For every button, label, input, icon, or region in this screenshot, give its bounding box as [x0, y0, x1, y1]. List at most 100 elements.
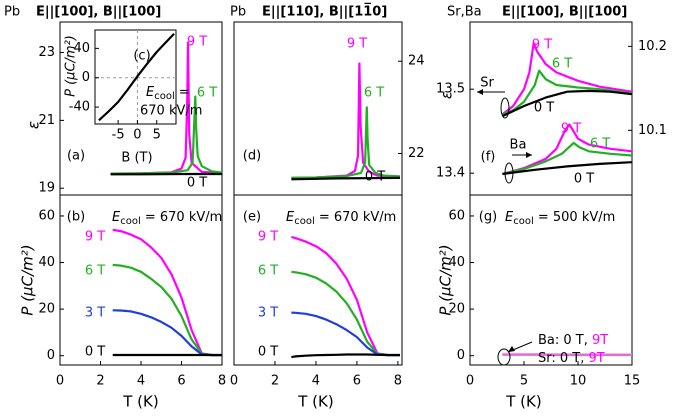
- panel: 0 20 40 60 0 5 10 15 (g) P (μC/m²) T (K) Ecool = 50…: [437, 194, 641, 411]
- y-tick-label: 40: [38, 255, 55, 270]
- curve-label: 0 T: [534, 101, 554, 116]
- y-axis-label: ε: [438, 91, 456, 99]
- panel: 0 20 40 60 0 2 4 6 8 (b) P (μC/m²) T (K) 9 T 6 T 3 T 0 …: [19, 194, 226, 411]
- data-curve: [98, 32, 175, 122]
- curve-label: 9 T: [258, 230, 278, 245]
- plot-frame: [233, 21, 403, 196]
- curve-label: 0 T: [85, 345, 105, 360]
- panel-label: (c): [133, 49, 150, 64]
- ecool-symbol: E: [286, 210, 295, 225]
- legend-highlight: 9T: [589, 351, 605, 366]
- ecool-text: = 670 kV/m: [141, 210, 223, 225]
- header-material: Pb: [230, 5, 246, 20]
- curve-label: 0 T: [258, 345, 278, 360]
- data-curve: [110, 95, 222, 175]
- plot-frame: [469, 194, 633, 366]
- y2-tick-label: 24: [408, 54, 425, 69]
- header-material: Sr,Ba: [447, 5, 482, 20]
- y-tick-label: -40: [69, 100, 90, 115]
- y-tick-label: 60: [38, 208, 55, 223]
- x-tick-label: 0: [466, 374, 474, 389]
- legend-label: Sr: 0 T,: [538, 351, 589, 366]
- y-tick-label: 13.4: [436, 166, 465, 181]
- group-marker: [500, 97, 510, 119]
- x-tick-label: 0: [230, 374, 238, 389]
- curve-label: 0 T: [187, 176, 207, 191]
- ecool-label: Ecool = 500 kV/m: [505, 210, 615, 228]
- y-axis-label: ε: [25, 121, 43, 129]
- curve-label: 6 T: [85, 264, 105, 279]
- header-field: E||[110], B||[11̅0]: [262, 4, 387, 19]
- arrow-head: [526, 152, 532, 158]
- ecool-text: =: [175, 85, 190, 100]
- arrow-head: [508, 346, 515, 352]
- y2-tick-label: 10.2: [638, 39, 667, 54]
- legend-label: Ba: 0 T,: [538, 333, 592, 348]
- ecool-subscript: cool: [154, 91, 175, 102]
- x-tick-label: 2: [271, 374, 279, 389]
- x-tick-label: 15: [624, 374, 641, 389]
- y-tick-label: 23: [38, 45, 55, 60]
- legend-highlight: 9T: [592, 333, 608, 348]
- header-material: Pb: [4, 5, 20, 20]
- y-tick-label: 13.5: [436, 82, 465, 97]
- group-label: Ba: [510, 138, 527, 153]
- plot-frame: [94, 29, 177, 125]
- header-field: E||[100], B||[100]: [36, 5, 161, 20]
- data-curve: [291, 176, 401, 181]
- x-tick-label: 4: [137, 374, 145, 389]
- x-axis-label: T (K): [505, 393, 541, 411]
- x-tick-label: 8: [394, 374, 402, 389]
- x-tick-label: 4: [312, 374, 320, 389]
- data-curve: [291, 353, 400, 359]
- ecool-label: Ecool = 670 kV/m: [112, 210, 222, 228]
- panel: 0 2 4 6 8 (e) T (K) 9 T 6 T 3 T 0 T Ecool = 670 kV/…: [230, 194, 403, 411]
- x-tick-label: 10: [570, 374, 587, 389]
- x-tick-label: -5: [112, 128, 125, 143]
- data-curve: [501, 41, 632, 116]
- data-curve: [502, 69, 632, 116]
- curve-label: 9 T: [85, 230, 105, 245]
- y-axis-label: P (μC/m²): [437, 244, 455, 315]
- panel-label: (b): [67, 210, 85, 225]
- panel-label: (a): [67, 149, 85, 164]
- group-label: Sr: [480, 76, 494, 91]
- legend-entry: Ba: 0 T, 9T: [538, 333, 608, 348]
- x-tick-label: 8: [218, 374, 226, 389]
- x-tick-label: 2: [96, 374, 104, 389]
- y-axis-label: P (μC/m²): [64, 35, 79, 97]
- ecool-subscript: cool: [294, 216, 315, 227]
- y-tick-label: 20: [448, 302, 465, 317]
- curve-label: 3 T: [258, 306, 278, 321]
- ecool-text: = 670 kV/m: [315, 210, 397, 225]
- curve-label: 6 T: [258, 264, 278, 279]
- x-axis-label: B (T): [121, 151, 152, 166]
- x-axis-label: T (K): [122, 393, 158, 411]
- x-axis-label: T (K): [297, 393, 333, 411]
- x-tick-label: 0: [133, 128, 141, 143]
- y-tick-label: 40: [73, 41, 90, 56]
- curve-label: 6 T: [590, 137, 610, 152]
- y-tick-label: 60: [448, 208, 465, 223]
- x-tick-label: 5: [153, 128, 161, 143]
- curve-label: 9 T: [347, 37, 367, 52]
- curve-label: 0 T: [365, 170, 385, 185]
- legend-entry: Sr: 0 T, 9T: [538, 351, 605, 366]
- group-marker: [504, 162, 514, 184]
- data-curve: [502, 161, 632, 176]
- y-axis-label: P (μC/m²): [19, 244, 37, 315]
- panel-label: (f): [481, 150, 496, 165]
- ecool-label: Ecool =: [146, 85, 190, 103]
- data-curve: [291, 106, 401, 179]
- curve-label: 3 T: [85, 306, 105, 321]
- curve-label: 9 T: [561, 122, 581, 137]
- panel: 13.4 13.5 10.1 10.2 Sr,Ba E||[100], B||[100] (…: [436, 5, 667, 196]
- x-tick-label: 0: [56, 374, 64, 389]
- x-tick-label: 6: [353, 374, 361, 389]
- data-curve: [502, 141, 632, 176]
- x-tick-label: 5: [520, 374, 528, 389]
- y-tick-label: 0: [457, 348, 465, 363]
